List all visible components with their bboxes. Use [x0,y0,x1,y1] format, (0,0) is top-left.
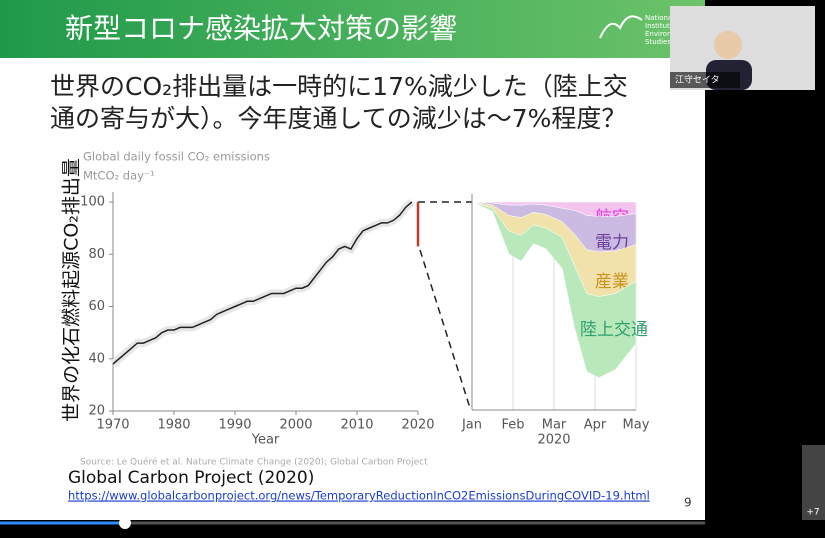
x-axis-label: Year [251,433,280,448]
url[interactable]: https://www.globalcarbonproject.org/news… [68,489,650,503]
y-tick-label: 40 [88,351,105,366]
participants-button[interactable] [802,445,825,520]
x-tick-label: 2000 [279,418,312,433]
slide-title: 新型コロナ感染拡大対策の影響 [65,12,457,45]
x-tick-label: Mar [542,418,567,433]
logo-text: Institute [645,22,674,30]
headline: 世界のCO₂排出量は一時的に17%減少した（陸上交 [50,72,628,101]
connector [419,249,471,409]
logo: National Institute Environ Studies. [599,14,674,46]
x-tick-label: 1970 [96,418,129,433]
sector-label: 産業 [595,272,629,292]
logo-text: Studies. [645,38,673,46]
x-tick-label: Apr [584,418,607,433]
participant-name: 江守セイタ [675,74,720,86]
y-tick-label: 100 [80,195,105,210]
unit: MtCO₂ day⁻¹ [83,169,155,183]
logo-text: Environ [645,30,671,38]
headline: 通の寄与が大）。今年度通しての減少は～7%程度？ [50,104,626,133]
y-axis-label: 世界の化石燃料起源CO₂排出量 [61,158,83,422]
name-tag [670,72,740,88]
participant-count: +7 [806,508,819,518]
x-tick-label: May [623,418,650,433]
sector-label: 陸上交通 [580,320,648,340]
x-tick-label: 2020 [401,418,434,433]
source: Source: Le Quéré et al. Nature Climate C… [80,457,428,468]
sector-area [471,201,637,379]
y-tick-label: 60 [88,299,105,314]
x-tick-label: 1990 [218,418,251,433]
x-tick-label: 1980 [157,418,190,433]
page-number: 9 [684,496,692,510]
person [714,31,742,59]
sector-label: 電力 [595,233,629,253]
x-tick-label: Jan [461,418,482,433]
chart-title: Global daily fossil CO₂ emissions [83,150,270,164]
logo-mark [599,15,643,39]
x-tick-label: Feb [501,418,524,433]
citation: Global Carbon Project (2020) [68,468,314,488]
x-tick-label: 2010 [340,418,373,433]
y-tick-label: 80 [88,247,105,262]
logo-text: National [645,14,674,22]
emissions-line [112,201,413,365]
slide-header [0,0,705,58]
x-axis-label: 2020 [537,433,570,448]
y-tick-label: 20 [88,404,105,419]
progress-handle[interactable] [119,517,131,529]
